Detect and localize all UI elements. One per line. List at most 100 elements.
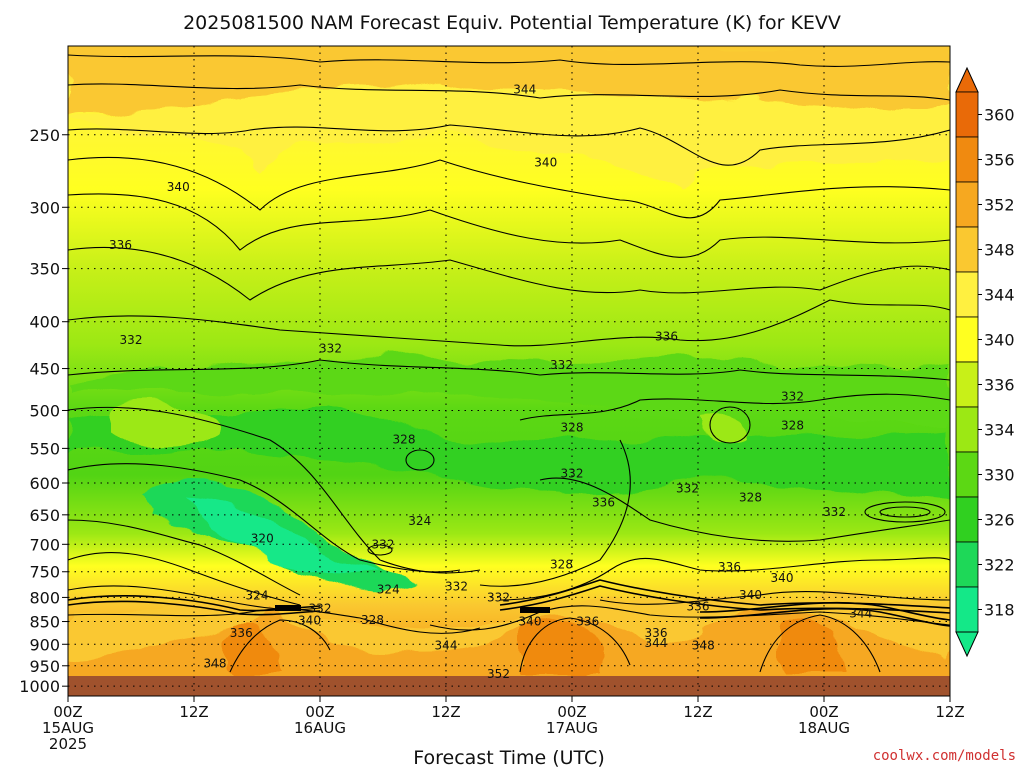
contour-label: 332: [676, 481, 699, 495]
surface-ground: [68, 676, 950, 696]
colorbar-label: 356: [984, 151, 1015, 170]
x-tick-label: 12Z: [683, 703, 712, 721]
colorbar-label: 330: [984, 466, 1015, 485]
colorbar-swatch: [955, 226, 979, 273]
y-axis: 250 300 350 400 450 500 550 600 650 700 750 800 850 9…: [19, 126, 68, 696]
contour-label: 332: [823, 505, 846, 519]
contour-label: 336: [576, 615, 599, 629]
colorbar-label: 348: [984, 241, 1015, 260]
credit-text[interactable]: coolwx.com/models: [873, 748, 1016, 764]
colorbar-label: 360: [984, 106, 1015, 125]
y-tick-label: 500: [29, 401, 60, 420]
contour-label: 336: [687, 599, 710, 613]
colorbar-label: 352: [984, 196, 1015, 215]
contour-label: 332: [309, 602, 332, 616]
contour-label: 344: [849, 606, 872, 620]
colorbar-swatch: [955, 496, 979, 543]
y-tick-label: 950: [29, 657, 60, 676]
colorbar-label: 326: [984, 511, 1015, 530]
colorbar-swatch: [955, 181, 979, 228]
y-tick-label: 400: [29, 313, 60, 332]
contour-label: 328: [393, 433, 416, 447]
upper-yellow-band: [68, 80, 950, 190]
contour-label: 336: [718, 560, 741, 574]
contour-label: 332: [120, 333, 143, 347]
colorbar-swatch: [955, 586, 979, 633]
contour-label: 332: [372, 537, 395, 551]
contour-label: 324: [246, 588, 269, 602]
frontal-bar-2: [520, 607, 550, 613]
x-tick-label: 15AUG: [42, 719, 94, 737]
colorbar-swatch: [955, 271, 979, 318]
contour-label: 324: [377, 582, 400, 596]
colorbar-label: 334: [984, 421, 1015, 440]
contour-label: 344: [513, 82, 536, 96]
colorbar-swatch: [955, 136, 979, 183]
y-tick-label: 450: [29, 360, 60, 379]
contour-label: 348: [692, 639, 715, 653]
low-hot-cell-2: [520, 618, 600, 676]
contour-label: 332: [319, 342, 342, 356]
x-tick-label: 2025: [49, 735, 87, 753]
colorbar-swatch: [955, 316, 979, 363]
contour-label: 324: [408, 514, 431, 528]
contour-label: 340: [298, 614, 321, 628]
contour-label: 328: [739, 490, 762, 504]
y-tick-label: 550: [29, 439, 60, 458]
x-tick-label: 17AUG: [546, 719, 598, 737]
y-tick-label: 850: [29, 613, 60, 632]
y-tick-label: 350: [29, 260, 60, 279]
contour-label: 340: [534, 155, 557, 169]
y-tick-label: 700: [29, 535, 60, 554]
x-tick-label: 00Z: [53, 703, 82, 721]
contour-label: 336: [109, 238, 132, 252]
y-tick-label: 1000: [19, 677, 60, 696]
colorbar-swatch: [955, 541, 979, 588]
low-warm-2: [68, 608, 950, 696]
contour-label: 332: [550, 358, 573, 372]
contour-label: 332: [487, 590, 510, 604]
colorbar-swatch: [955, 91, 979, 138]
contour-label: 328: [561, 421, 584, 435]
colorbar-label: 318: [984, 601, 1015, 620]
contour-label: 348: [204, 657, 227, 671]
y-tick-label: 800: [29, 588, 60, 607]
low-hot-cell-1: [780, 616, 845, 676]
contour-label: 336: [645, 626, 668, 640]
colorbar-label: 336: [984, 376, 1015, 395]
colorbar-label: 340: [984, 331, 1015, 350]
contour-label: 340: [167, 180, 190, 194]
colorbar-top-arrow: [955, 66, 979, 93]
contour-label: 320: [251, 532, 274, 546]
green-band-2: [68, 410, 950, 500]
contour-label: 344: [435, 639, 458, 653]
upper-warm-band: [68, 46, 950, 115]
contour-label: 352: [487, 667, 510, 681]
contour-label: 328: [781, 418, 804, 432]
x-tick-label: 12Z: [935, 703, 964, 721]
contour-label: 340: [739, 588, 762, 602]
y-tick-label: 300: [29, 198, 60, 217]
green-band-1: [68, 357, 950, 423]
contour-label: 340: [519, 615, 542, 629]
plot-frame: [67, 45, 951, 697]
colorbar-swatch: [955, 406, 979, 453]
y-tick-label: 750: [29, 563, 60, 582]
x-tick-label: 12Z: [179, 703, 208, 721]
contour-label: 344: [645, 636, 668, 650]
x-tick-label: 18AUG: [798, 719, 850, 737]
colorbar-swatch: [955, 451, 979, 498]
plot-area: [68, 46, 950, 696]
contour-label: 340: [771, 571, 794, 585]
colorbar-bottom-arrow: [955, 631, 979, 658]
contour-label: 336: [655, 329, 678, 343]
cold-core-inner: [190, 495, 380, 580]
contour-label: 332: [561, 467, 584, 481]
frontal-bar-1: [275, 605, 301, 611]
contour-label: 328: [361, 613, 384, 627]
contour-label: 328: [550, 557, 573, 571]
contour-label: 332: [781, 390, 804, 404]
